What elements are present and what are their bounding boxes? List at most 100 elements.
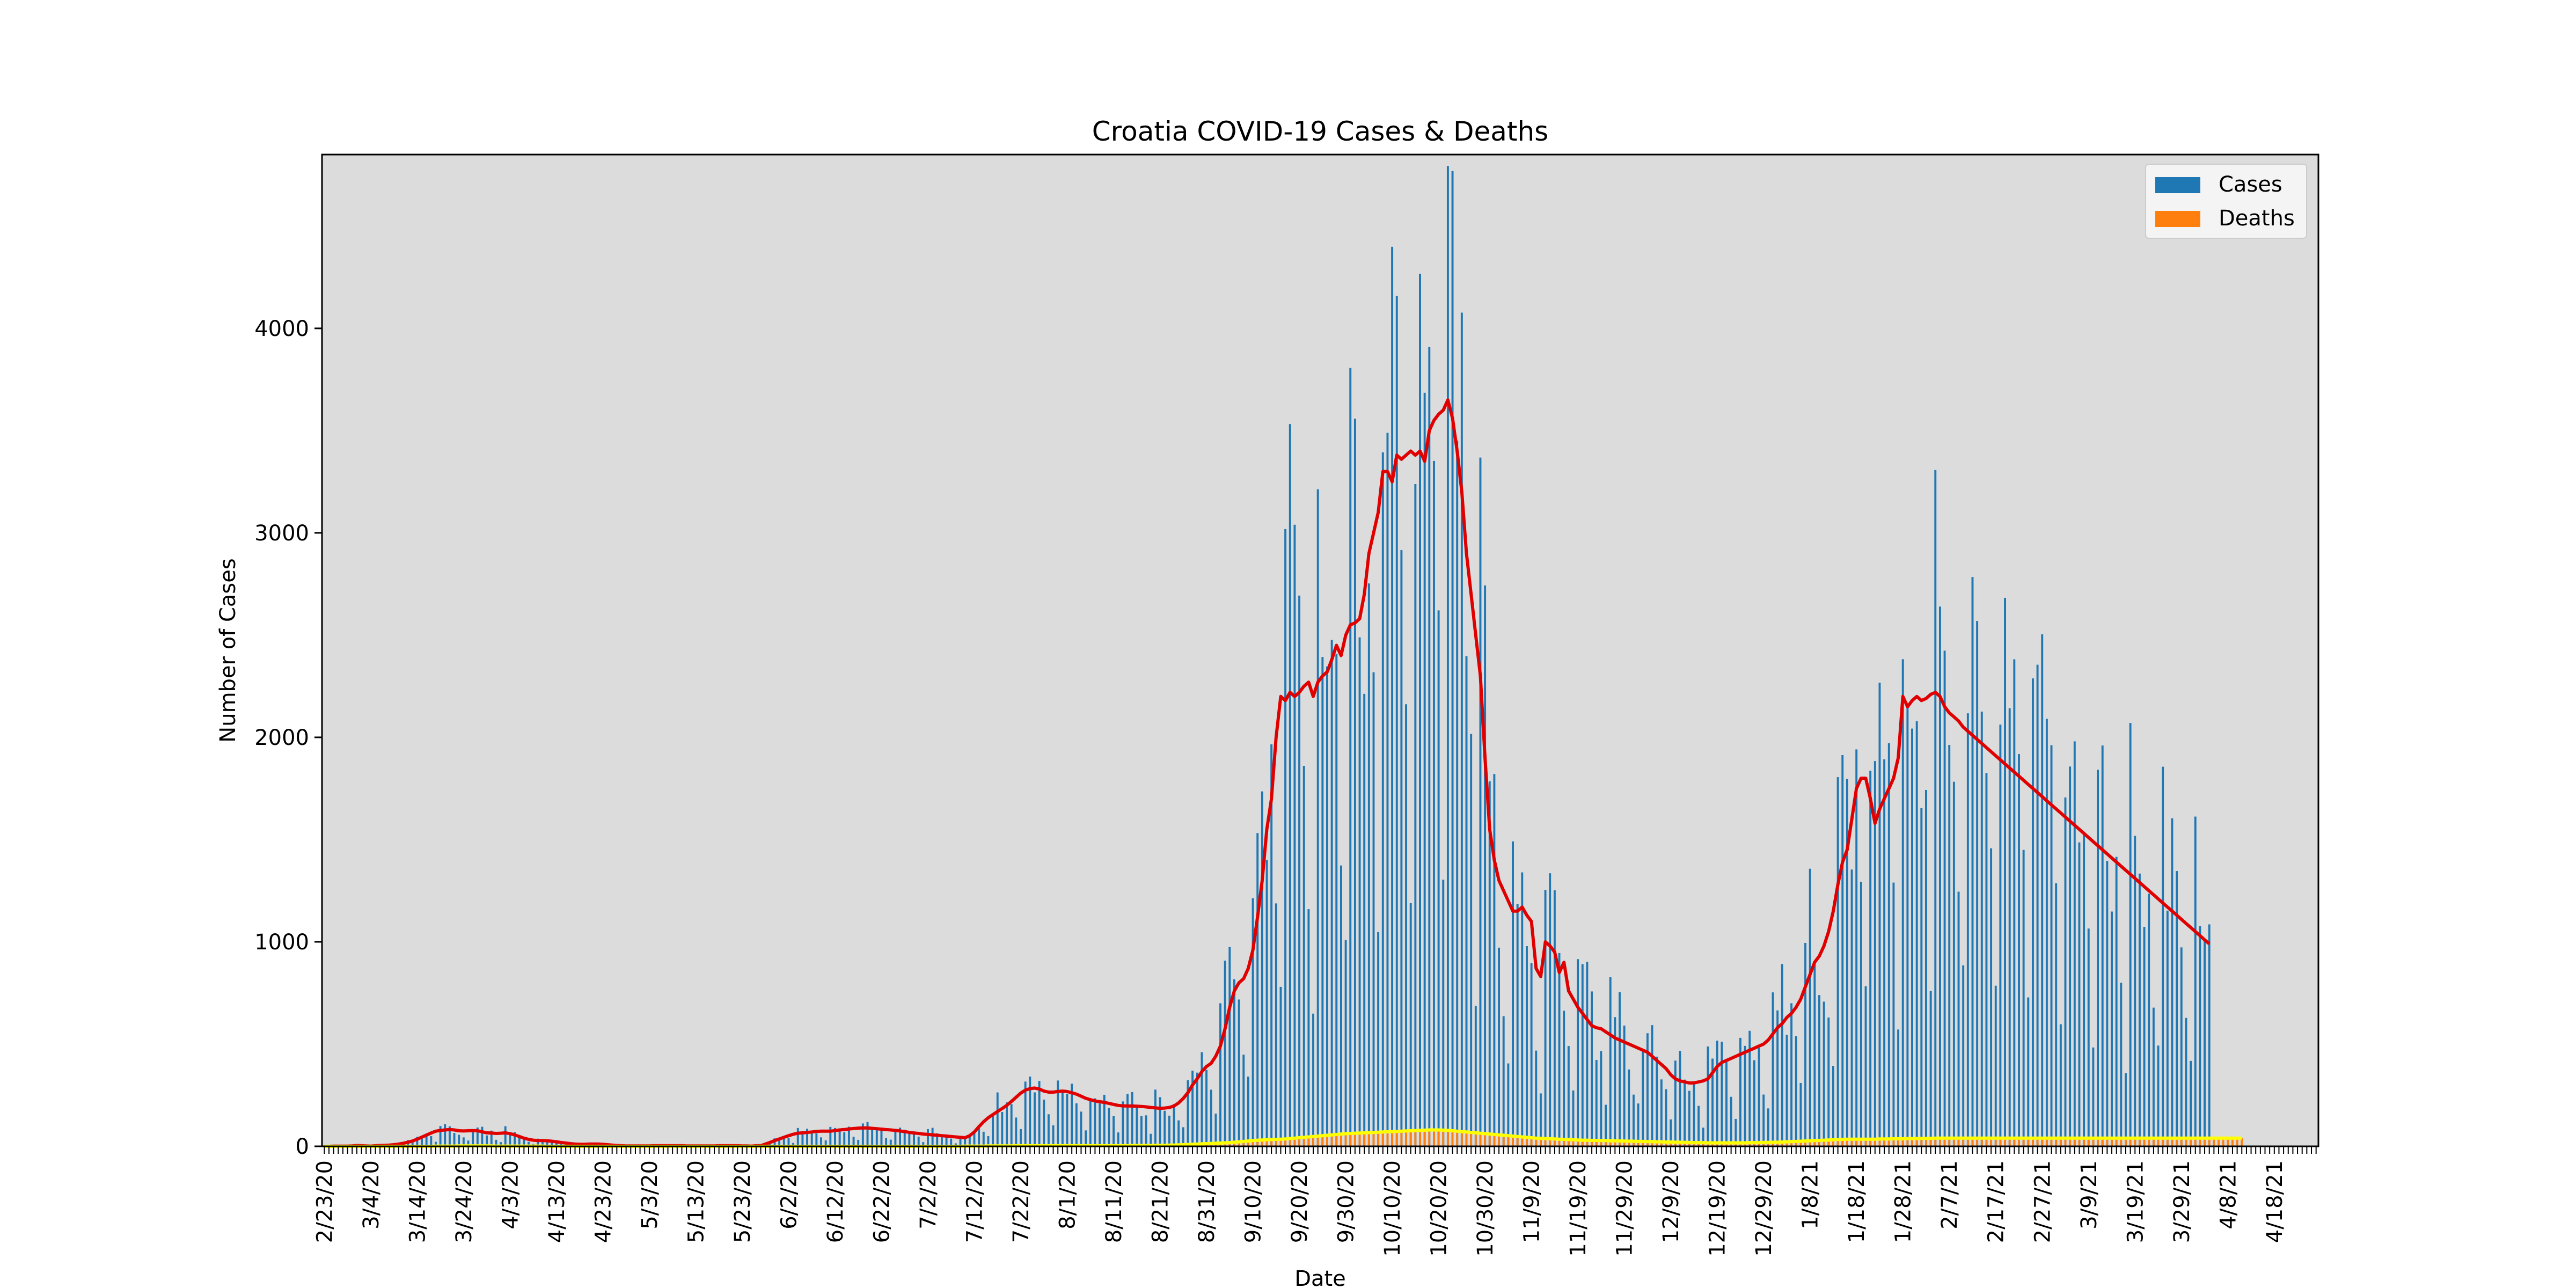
death-bar [1962, 1138, 1965, 1146]
death-bar [2022, 1138, 2025, 1146]
case-bar [1024, 1081, 1027, 1146]
death-bar [1674, 1142, 1677, 1146]
death-bar [1484, 1133, 1487, 1146]
case-bar [959, 1136, 962, 1146]
x-tick-label: 9/30/20 [1334, 1160, 1359, 1243]
case-bar [1985, 773, 1988, 1146]
death-bar [1827, 1140, 1830, 1146]
case-bar [1460, 312, 1463, 1146]
death-bar [1688, 1142, 1690, 1146]
case-bar [1256, 833, 1259, 1146]
case-bar [1261, 791, 1263, 1146]
death-bar [1224, 1143, 1226, 1146]
case-bar [880, 1128, 883, 1146]
case-bar [2176, 871, 2178, 1146]
case-bar [425, 1136, 428, 1146]
case-bar [1841, 755, 1844, 1146]
x-tick-label: 8/31/20 [1195, 1160, 1219, 1243]
case-bar [1043, 1099, 1045, 1146]
death-bar [1966, 1138, 1969, 1146]
y-tick-label: 0 [296, 1135, 309, 1159]
case-bar [1284, 529, 1287, 1147]
death-bar [1892, 1138, 1895, 1146]
death-bar [1363, 1132, 1366, 1146]
death-bar [1386, 1131, 1389, 1146]
death-bar [1980, 1138, 1983, 1146]
x-tick-label: 11/9/20 [1520, 1160, 1545, 1243]
death-bar [2152, 1138, 2155, 1146]
case-bar [857, 1139, 860, 1146]
death-bar [1521, 1137, 1524, 1146]
case-bar [1270, 744, 1273, 1146]
case-bar [1869, 771, 1872, 1146]
case-bar [1878, 682, 1881, 1146]
death-bar [1619, 1141, 1621, 1146]
death-bar [2027, 1138, 2030, 1146]
death-bar [1252, 1140, 1254, 1146]
case-bar [2041, 634, 2044, 1146]
case-bar [1052, 1125, 1055, 1146]
case-bar [927, 1129, 929, 1146]
case-bar [992, 1114, 994, 1146]
x-tick-label: 5/3/20 [638, 1160, 662, 1230]
case-bar [2027, 997, 2030, 1146]
legend-label-deaths: Deaths [2219, 206, 2295, 231]
case-bar [2004, 597, 2006, 1146]
case-bar [945, 1135, 948, 1146]
case-bar [1781, 964, 1783, 1146]
case-bar [1075, 1103, 1078, 1146]
x-tick-label: 7/12/20 [963, 1160, 987, 1243]
death-bar [1446, 1130, 1449, 1146]
case-bar [2129, 723, 2132, 1146]
death-bar [1335, 1134, 1338, 1146]
x-tick-label: 1/28/21 [1891, 1160, 1916, 1243]
death-bar [1799, 1141, 1802, 1146]
case-bar [1103, 1094, 1106, 1146]
case-bar [1233, 979, 1235, 1146]
case-bar [1711, 1058, 1714, 1146]
case-bar [820, 1137, 822, 1146]
death-bar [1684, 1142, 1686, 1146]
case-bar [1934, 470, 1937, 1146]
case-bar [1205, 1070, 1208, 1146]
y-axis-label: Number of Cases [216, 558, 240, 742]
case-bar [2087, 928, 2090, 1146]
case-bar [852, 1137, 855, 1146]
case-bar [1414, 484, 1417, 1146]
death-bar [1275, 1139, 1277, 1146]
death-bar [1735, 1143, 1737, 1146]
case-bar [1651, 1025, 1653, 1146]
death-bar [1911, 1138, 1913, 1146]
case-bar [1772, 992, 1774, 1146]
death-bar [2101, 1138, 2104, 1146]
death-bar [1693, 1143, 1695, 1146]
case-bar [1502, 1016, 1505, 1146]
death-bar [1809, 1140, 1811, 1146]
case-bar [1219, 1003, 1221, 1146]
case-bar [899, 1128, 902, 1146]
case-bar [453, 1133, 456, 1146]
x-tick-label: 3/4/20 [359, 1160, 384, 1230]
y-tick-label: 2000 [254, 726, 309, 750]
case-bar [787, 1138, 790, 1146]
case-bar [1047, 1114, 1050, 1146]
case-bar [1071, 1084, 1073, 1146]
death-bar [1679, 1142, 1681, 1146]
death-bar [1943, 1138, 1946, 1146]
case-bar [1595, 1060, 1598, 1146]
x-tick-label: 10/20/20 [1427, 1160, 1452, 1257]
death-bar [1600, 1140, 1602, 1146]
case-bar [537, 1138, 539, 1146]
case-bar [1581, 964, 1584, 1146]
death-bar [1860, 1139, 1862, 1146]
x-tick-label: 8/21/20 [1148, 1160, 1173, 1243]
case-bar [541, 1139, 544, 1146]
x-tick-label: 3/9/21 [2077, 1160, 2102, 1230]
death-bar [1270, 1139, 1273, 1146]
death-bar [1929, 1138, 1932, 1146]
death-bar [1985, 1138, 1988, 1146]
x-tick-label: 1/8/21 [1798, 1160, 1823, 1230]
death-bar [1437, 1130, 1440, 1146]
case-bar [500, 1142, 502, 1146]
case-bar [546, 1140, 548, 1146]
